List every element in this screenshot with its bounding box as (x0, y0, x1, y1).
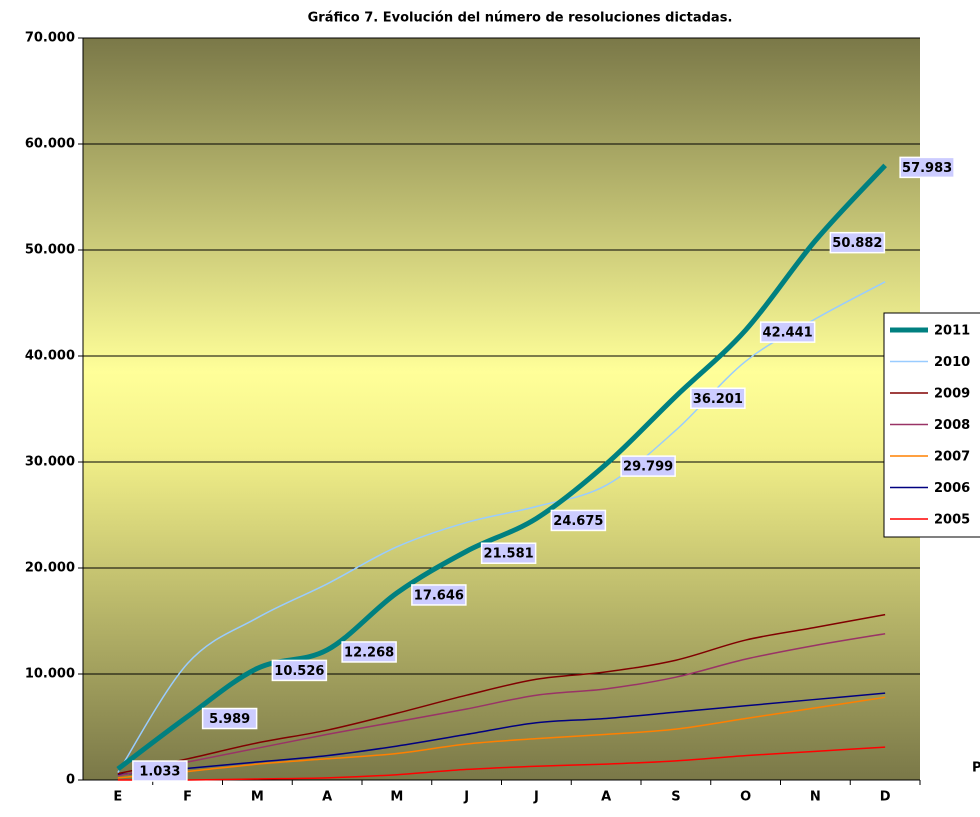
x-tick-label: D (880, 790, 891, 805)
series-line (116, 163, 887, 772)
data-label-box (829, 231, 886, 254)
annotation: P (972, 761, 980, 776)
data-label-box (899, 156, 955, 179)
y-tick-label: 70.000 (25, 31, 75, 46)
series-line (117, 696, 886, 779)
data-label-box (759, 321, 816, 343)
legend-label: 2011 (934, 324, 970, 339)
x-tick-label: N (810, 790, 821, 805)
data-label: 42.441 (759, 321, 816, 343)
data-label-text: 12.268 (344, 645, 394, 660)
data-label: 29.799 (620, 455, 676, 477)
data-label: 50.882 (829, 231, 886, 254)
y-tick-label: 0 (66, 773, 75, 788)
x-tick-label: M (251, 790, 264, 805)
x-tick-label: O (740, 790, 751, 805)
series-line (117, 632, 886, 777)
x-tick-label: F (183, 790, 192, 805)
data-label: 17.646 (411, 584, 467, 606)
data-label: 57.983 (899, 156, 955, 179)
series-line (117, 281, 886, 773)
data-label-text: 5.989 (209, 712, 250, 727)
data-label-box (550, 509, 607, 532)
y-tick-label: 40.000 (25, 349, 75, 364)
data-label-box (411, 584, 467, 606)
legend-label: 2008 (934, 418, 970, 433)
legend-label: 2009 (934, 387, 970, 402)
x-tick-label: J (533, 790, 539, 805)
legend-label: 2005 (934, 513, 970, 528)
x-tick-label: J (463, 790, 469, 805)
chart-title: Gráfico 7. Evolución del número de resol… (308, 11, 733, 26)
legend-label: 2010 (934, 355, 970, 370)
x-tick-label: E (113, 790, 122, 805)
y-tick-label: 60.000 (25, 137, 75, 152)
data-label-box (201, 707, 258, 730)
legend-label: 2007 (934, 450, 970, 465)
data-label-box (132, 760, 188, 782)
data-label-box (480, 542, 537, 564)
plot-area (83, 38, 920, 780)
y-tick-label: 50.000 (25, 243, 75, 258)
series-line (117, 746, 886, 781)
legend: 2011 2010 2009 2008 2007 2006 2005 (883, 312, 980, 538)
data-label: 24.675 (550, 509, 607, 532)
data-label-text: 36.201 (693, 392, 743, 407)
data-label-text: 57.983 (902, 161, 952, 176)
data-label-text: 10.526 (274, 664, 324, 679)
data-label: 1.033 (132, 760, 188, 782)
data-label-text: 17.646 (414, 588, 464, 603)
series-line (117, 692, 886, 776)
data-label-box (271, 659, 328, 682)
data-label-box (690, 387, 746, 410)
y-tick-label: 20.000 (25, 561, 75, 576)
data-label-box (341, 641, 397, 663)
data-label: 36.201 (690, 387, 746, 410)
x-tick-label: M (390, 790, 403, 805)
legend-label: 2006 (934, 481, 970, 496)
data-label-text: 24.675 (553, 514, 603, 529)
data-label-text: 21.581 (484, 547, 534, 562)
data-label-text: 29.799 (623, 460, 673, 475)
x-tick-label: S (671, 790, 680, 805)
data-label-text: 1.033 (139, 765, 180, 780)
data-label: 12.268 (341, 641, 397, 663)
y-tick-label: 30.000 (25, 455, 75, 470)
data-label-text: 50.882 (832, 236, 882, 251)
data-label-text: 42.441 (763, 326, 813, 341)
x-tick-label: A (322, 790, 332, 805)
data-label: 21.581 (480, 542, 537, 564)
x-tick-label: A (601, 790, 611, 805)
data-label: 10.526 (271, 659, 328, 682)
data-label-box (620, 455, 676, 477)
data-label: 5.989 (201, 707, 258, 730)
series-line (117, 613, 886, 775)
y-tick-label: 10.000 (25, 667, 75, 682)
